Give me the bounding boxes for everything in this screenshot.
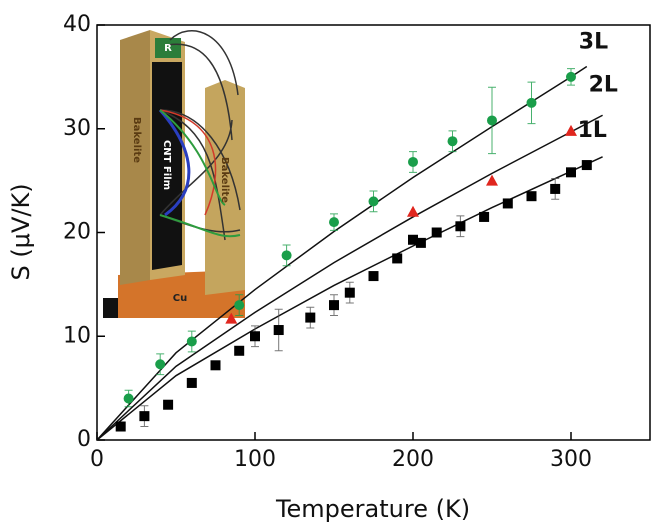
series-label: 3L xyxy=(579,30,608,55)
inset-wires xyxy=(159,30,241,241)
x-axis-title: Temperature (K) xyxy=(275,495,470,523)
data-point xyxy=(186,377,197,388)
data-point xyxy=(415,237,426,248)
inset-resistor xyxy=(155,38,181,58)
inset-wire-red xyxy=(159,109,217,216)
data-point xyxy=(431,227,442,238)
x-tick-label: 300 xyxy=(550,447,592,472)
y-tick-label: 0 xyxy=(77,427,91,452)
data-point xyxy=(550,183,561,194)
data-point xyxy=(407,205,419,217)
data-point xyxy=(566,71,576,82)
y-tick-label: 10 xyxy=(63,323,91,348)
y-tick-label: 20 xyxy=(63,220,91,245)
y-axis-title: S (μV/K) xyxy=(7,183,35,280)
data-point xyxy=(565,124,577,136)
data-point xyxy=(329,217,339,228)
data-point xyxy=(305,312,316,323)
data-point xyxy=(123,393,134,404)
data-point xyxy=(329,300,339,311)
data-point xyxy=(234,345,245,356)
data-point xyxy=(163,399,174,410)
data-point xyxy=(186,336,197,347)
data-point xyxy=(487,115,497,126)
inset-label: Bakelite xyxy=(219,157,230,203)
data-point xyxy=(455,221,466,232)
inset-left-post xyxy=(120,30,150,285)
inset-right-post xyxy=(205,80,245,295)
data-point xyxy=(368,196,379,207)
data-point xyxy=(526,191,537,202)
data-point xyxy=(566,167,576,178)
data-point xyxy=(273,325,284,336)
inset-wire-green xyxy=(159,109,241,238)
data-point xyxy=(344,287,355,298)
inset-label: CNT Film xyxy=(161,140,172,190)
data-point xyxy=(447,136,458,147)
inset-wire-blue xyxy=(158,109,191,217)
inset-label: Cu xyxy=(173,293,187,304)
inset-labels: R Bakelite CNT Film Cu Bakelite xyxy=(131,43,230,304)
data-point xyxy=(502,198,513,209)
data-point xyxy=(392,253,403,264)
fit-curve xyxy=(96,156,603,441)
data-point xyxy=(526,97,537,108)
data-point xyxy=(408,156,418,167)
data-point xyxy=(281,250,292,261)
series-label: 1L xyxy=(578,118,607,143)
data-point xyxy=(210,360,221,371)
data-point xyxy=(234,300,245,311)
data-point xyxy=(250,331,260,342)
data-point xyxy=(581,160,592,171)
data-point xyxy=(486,174,498,186)
data-point xyxy=(155,359,166,370)
series-label: 2L xyxy=(589,72,618,97)
data-point xyxy=(139,411,150,422)
x-tick-label: 100 xyxy=(234,447,276,472)
inset-label: Bakelite xyxy=(131,117,142,163)
fit-curve xyxy=(96,114,603,441)
data-point xyxy=(368,271,379,282)
data-point xyxy=(225,312,238,324)
x-tick-label: 200 xyxy=(392,447,434,472)
inset xyxy=(100,22,250,320)
data-point xyxy=(115,421,126,432)
data-point xyxy=(479,211,490,222)
data-point xyxy=(408,234,418,245)
x-tick-label: 0 xyxy=(90,447,104,472)
inset-label: R xyxy=(164,43,172,54)
y-tick-label: 40 xyxy=(63,12,91,37)
y-tick-label: 30 xyxy=(63,116,91,141)
